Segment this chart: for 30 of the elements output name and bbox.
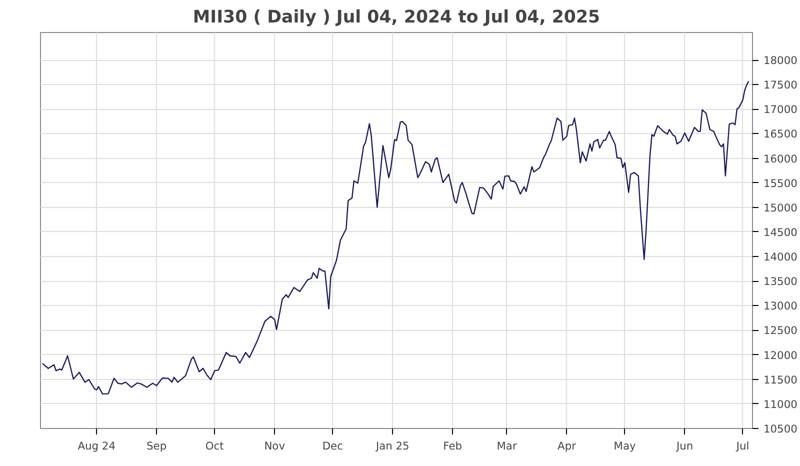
y-tick-label: 11000 <box>764 398 798 411</box>
y-tick-label: 14000 <box>764 250 798 264</box>
y-tick-label: 11500 <box>764 373 798 386</box>
y-tick-label: 16500 <box>764 128 798 141</box>
chart-title: MII30 ( Daily ) Jul 04, 2024 to Jul 04, 2025 <box>192 8 600 28</box>
x-tick-label: Nov <box>264 440 286 452</box>
y-tick-label: 12500 <box>764 324 798 338</box>
x-tick-label: Jun <box>675 440 694 452</box>
y-tick-label: 17000 <box>764 103 798 116</box>
line-series <box>42 80 750 394</box>
x-tick-label: Dec <box>322 440 344 452</box>
x-tick-label: Feb <box>443 440 462 452</box>
y-tick-label: 13000 <box>764 300 798 313</box>
y-tick-label: 12000 <box>764 348 798 362</box>
x-tick-label: Apr <box>558 440 577 452</box>
x-tick-label: Mar <box>496 440 518 452</box>
x-tick-label: Jan 25 <box>374 440 410 452</box>
x-tick-label: Sep <box>146 440 167 452</box>
x-tick-label: Oct <box>205 440 224 452</box>
x-tick-label: May <box>614 440 636 452</box>
y-tick-label: 15000 <box>764 201 798 214</box>
y-tick-label: 14500 <box>764 226 798 239</box>
y-tick-label: 13500 <box>764 275 798 288</box>
y-tick-label: 15500 <box>764 176 798 190</box>
y-tick-label: 10500 <box>764 422 798 436</box>
x-tick-label: Aug 24 <box>78 440 116 452</box>
y-tick-label: 18000 <box>764 54 798 68</box>
x-tick-label: Jul <box>735 440 750 452</box>
y-tick-label: 17500 <box>764 78 798 92</box>
y-tick-label: 16000 <box>764 152 798 166</box>
